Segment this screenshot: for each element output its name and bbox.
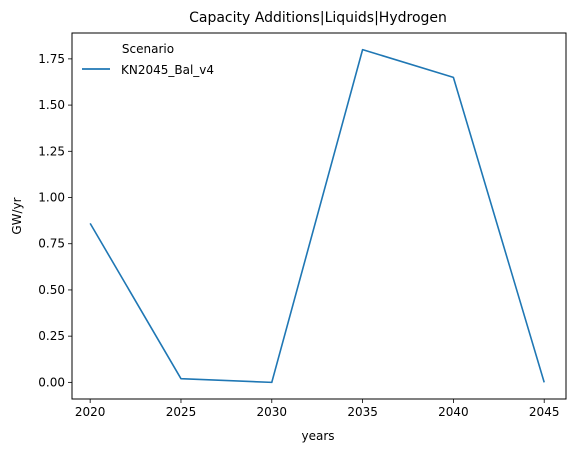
legend-title: Scenario <box>122 42 174 56</box>
x-axis-ticks: 2020 2025 2030 2035 2040 2045 <box>75 399 560 419</box>
series-layer <box>89 48 545 384</box>
x-tick-label: 2040 <box>438 405 469 419</box>
y-axis-label: GW/yr <box>10 197 24 234</box>
chart-title: Capacity Additions|Liquids|Hydrogen <box>189 10 447 26</box>
y-tick-label: 0.25 <box>38 329 65 343</box>
series-line-0 <box>89 48 545 384</box>
y-tick-label: 1.25 <box>38 144 65 158</box>
y-tick-label: 1.50 <box>38 98 65 112</box>
plot-frame <box>71 32 567 400</box>
y-tick-label: 0.00 <box>38 375 65 389</box>
legend-entry-label: KN2045_Bal_v4 <box>121 63 214 77</box>
legend: Scenario KN2045_Bal_v4 <box>82 42 214 77</box>
x-axis-label: years <box>301 429 334 443</box>
x-tick-label: 2020 <box>75 405 106 419</box>
y-tick-label: 1.75 <box>38 52 65 66</box>
y-tick-label: 1.00 <box>38 191 65 205</box>
x-tick-label: 2025 <box>166 405 197 419</box>
y-tick-label: 0.50 <box>38 283 65 297</box>
plot-area: 2020 2025 2030 2035 2040 2045 0.00 0.25 0.50 0.7… <box>38 32 567 419</box>
y-tick-label: 0.75 <box>38 237 65 251</box>
y-axis-ticks: 0.00 0.25 0.50 0.75 1.00 1.25 1.50 1.75 <box>38 52 72 389</box>
x-tick-label: 2045 <box>529 405 560 419</box>
x-tick-label: 2030 <box>257 405 288 419</box>
x-tick-label: 2035 <box>347 405 378 419</box>
